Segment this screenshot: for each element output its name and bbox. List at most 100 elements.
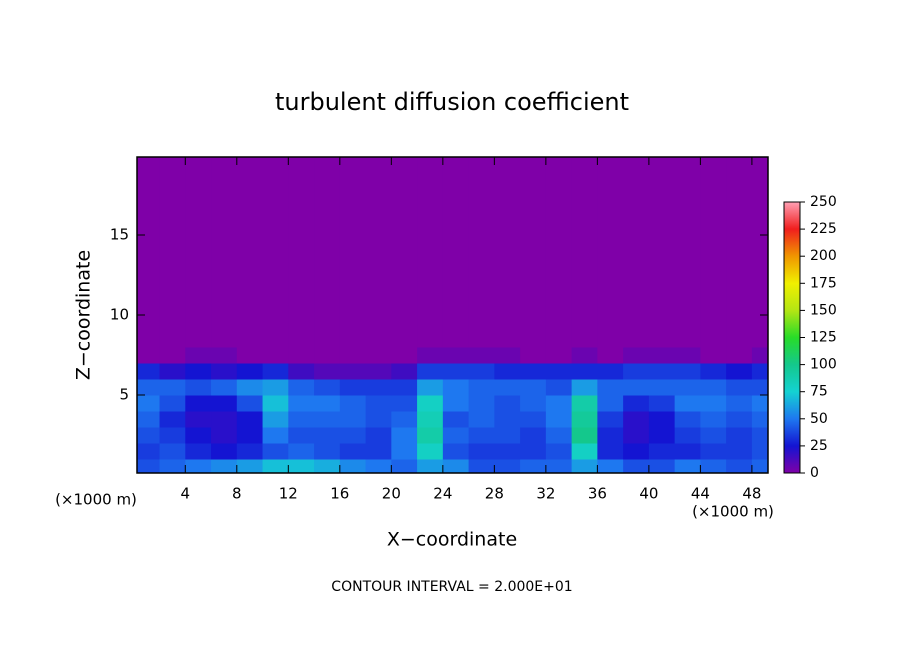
- heatmap-cell: [185, 427, 212, 444]
- heatmap-cell: [545, 363, 573, 380]
- heatmap-cell: [185, 347, 212, 364]
- heatmap-cell: [520, 411, 547, 428]
- heatmap-cell: [751, 459, 768, 473]
- heatmap-cell: [726, 395, 753, 412]
- heatmap-cell: [442, 347, 470, 364]
- heatmap-cell: [726, 157, 753, 348]
- heatmap-cell: [417, 443, 444, 460]
- heatmap-cell: [494, 379, 521, 396]
- heatmap-cell: [648, 427, 676, 444]
- heatmap-cell: [288, 363, 315, 380]
- heatmap-cell: [236, 427, 264, 444]
- heatmap-cell: [211, 363, 238, 380]
- heatmap-cell: [597, 363, 624, 380]
- heatmap-cell: [468, 459, 495, 473]
- heatmap-cell: [417, 395, 444, 412]
- heatmap-cell: [751, 411, 768, 428]
- heatmap-cell: [288, 157, 315, 348]
- heatmap-cell: [726, 411, 753, 428]
- heatmap-cell: [339, 347, 367, 364]
- heatmap-cell: [365, 363, 392, 380]
- heatmap-cell: [623, 379, 650, 396]
- heatmap-cell: [442, 443, 470, 460]
- heatmap-cell: [468, 347, 495, 364]
- heatmap: [137, 157, 768, 473]
- heatmap-cell: [726, 443, 753, 460]
- heatmap-cell: [137, 427, 161, 444]
- heatmap-cell: [417, 157, 444, 348]
- heatmap-cell: [236, 379, 264, 396]
- heatmap-cell: [314, 427, 341, 444]
- heatmap-cell: [442, 459, 470, 473]
- heatmap-cell: [751, 379, 768, 396]
- heatmap-cell: [545, 379, 573, 396]
- colorbar-tick-label: 50: [810, 411, 828, 427]
- heatmap-cell: [314, 347, 341, 364]
- heatmap-cell: [236, 395, 264, 412]
- heatmap-cell: [314, 157, 341, 348]
- heatmap-cell: [674, 443, 701, 460]
- x-axis-label: X−coordinate: [387, 529, 517, 551]
- heatmap-cell: [468, 363, 495, 380]
- heatmap-cell: [597, 427, 624, 444]
- heatmap-cell: [520, 459, 547, 473]
- heatmap-cell: [236, 363, 264, 380]
- heatmap-cell: [674, 157, 701, 348]
- heatmap-cell: [391, 411, 418, 428]
- heatmap-cell: [137, 363, 161, 380]
- heatmap-cell: [597, 157, 624, 348]
- heatmap-cell: [159, 157, 186, 348]
- x-tick-label: 8: [232, 485, 242, 503]
- x-unit-label: (×1000 m): [692, 503, 774, 521]
- heatmap-cell: [185, 157, 212, 348]
- heatmap-cell: [520, 347, 547, 364]
- heatmap-cell: [339, 411, 367, 428]
- heatmap-cell: [751, 427, 768, 444]
- heatmap-cell: [314, 443, 341, 460]
- colorbar-tick-label: 250: [810, 194, 837, 210]
- heatmap-cell: [417, 347, 444, 364]
- heatmap-cell: [236, 459, 264, 473]
- heatmap-cell: [751, 443, 768, 460]
- heatmap-cell: [648, 443, 676, 460]
- heatmap-cell: [545, 347, 573, 364]
- heatmap-cell: [417, 427, 444, 444]
- heatmap-cell: [288, 411, 315, 428]
- heatmap-cell: [137, 443, 161, 460]
- heatmap-cell: [185, 443, 212, 460]
- heatmap-cell: [365, 157, 392, 348]
- heatmap-cell: [417, 459, 444, 473]
- heatmap-cell: [365, 395, 392, 412]
- colorbar-tick-label: 200: [810, 248, 837, 264]
- heatmap-cell: [365, 427, 392, 444]
- heatmap-cell: [211, 411, 238, 428]
- colorbar-tick-label: 25: [810, 438, 828, 454]
- heatmap-cell: [314, 411, 341, 428]
- heatmap-cell: [726, 347, 753, 364]
- chart-title: turbulent diffusion coefficient: [275, 88, 629, 116]
- x-tick-label: 40: [639, 485, 658, 503]
- heatmap-cell: [185, 379, 212, 396]
- heatmap-cell: [211, 427, 238, 444]
- heatmap-cell: [623, 443, 650, 460]
- heatmap-cell: [391, 443, 418, 460]
- heatmap-cell: [545, 459, 573, 473]
- heatmap-cell: [700, 347, 727, 364]
- heatmap-cell: [494, 347, 521, 364]
- heatmap-cell: [674, 395, 701, 412]
- heatmap-cell: [468, 427, 495, 444]
- heatmap-cell: [288, 395, 315, 412]
- heatmap-cell: [442, 363, 470, 380]
- heatmap-cell: [236, 347, 264, 364]
- heatmap-cell: [726, 427, 753, 444]
- heatmap-cell: [339, 157, 367, 348]
- heatmap-cell: [494, 395, 521, 412]
- heatmap-cell: [339, 395, 367, 412]
- heatmap-cell: [648, 157, 676, 348]
- heatmap-cell: [288, 347, 315, 364]
- heatmap-cell: [494, 411, 521, 428]
- x-tick-label: 28: [485, 485, 504, 503]
- heatmap-cell: [700, 411, 727, 428]
- x-tick-label: 48: [742, 485, 761, 503]
- heatmap-cell: [571, 379, 598, 396]
